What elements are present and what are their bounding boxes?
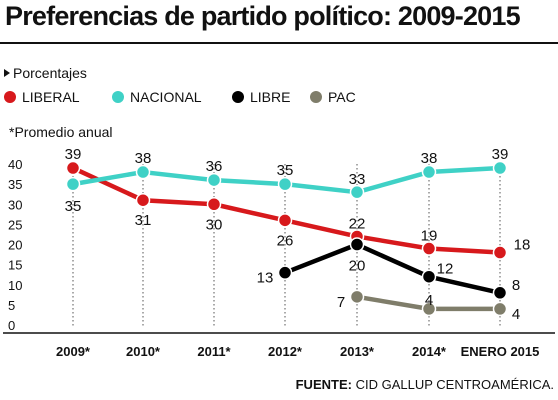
data-point-liberal	[277, 213, 293, 228]
y-tick-label: 20	[8, 238, 22, 253]
units-label-text: Porcentajes	[13, 65, 87, 81]
data-label-liberal: 19	[421, 228, 438, 245]
data-point-nacional	[65, 176, 81, 192]
x-tick-label: 2012*	[268, 344, 303, 359]
legend-label-nacional: NACIONAL	[130, 89, 202, 105]
y-tick-label: 35	[8, 177, 22, 192]
x-tick-label: 2009*	[56, 344, 91, 359]
series-line-libre	[282, 242, 503, 296]
legend-label-pac: PAC	[328, 89, 356, 105]
data-label-nacional: 38	[135, 150, 152, 167]
title-divider	[0, 42, 558, 44]
data-label-liberal: 30	[206, 216, 223, 233]
chart-title: Preferencias de partido político: 2009-2…	[5, 1, 521, 31]
y-tick-label: 15	[8, 258, 22, 273]
data-point-libre	[277, 265, 293, 280]
y-tick-label: 10	[8, 278, 22, 293]
legend-item-nacional: NACIONAL	[112, 89, 232, 105]
data-point-nacional	[277, 176, 293, 192]
data-label-liberal: 31	[135, 212, 152, 229]
x-tick-label: 2013*	[340, 344, 375, 359]
annual-average-note: *Promedio anual	[9, 124, 113, 140]
data-point-nacional	[421, 164, 437, 180]
x-tick-label: ENERO 2015	[461, 344, 540, 359]
legend-label-libre: LIBRE	[250, 89, 291, 105]
data-point-nacional	[492, 160, 508, 176]
data-label-nacional: 33	[349, 171, 366, 188]
y-tick-label: 40	[8, 157, 22, 172]
data-label-libre: 20	[349, 258, 366, 275]
data-point-nacional	[206, 172, 222, 188]
y-tick-label: 30	[8, 197, 22, 212]
legend: LIBERAL NACIONAL LIBRE PAC	[4, 89, 356, 105]
triangle-bullet-icon	[4, 69, 10, 77]
data-label-liberal: 22	[349, 215, 366, 232]
source-label: FUENTE:	[295, 377, 352, 392]
data-point-libre	[349, 237, 365, 252]
source-credit: FUENTE: CID GALLUP CENTROAMÉRICA.	[296, 377, 554, 392]
legend-marker-libre	[232, 91, 244, 103]
data-point-liberal	[492, 245, 508, 260]
x-tick-label: 2014*	[412, 344, 447, 359]
data-label-nacional: 36	[206, 158, 223, 175]
data-point-liberal	[135, 192, 151, 208]
data-label-pac: 4	[425, 292, 433, 309]
data-label-nacional: 38	[421, 150, 438, 167]
data-label-pac: 7	[337, 294, 345, 311]
x-tick-label: 2010*	[126, 344, 161, 359]
data-label-liberal: 39	[65, 146, 82, 163]
legend-label-liberal: LIBERAL	[22, 89, 80, 105]
y-tick-label: 5	[8, 298, 15, 313]
data-point-pac	[421, 301, 437, 317]
data-label-nacional: 35	[277, 162, 294, 179]
data-point-liberal	[206, 197, 222, 212]
legend-item-liberal: LIBERAL	[4, 89, 112, 105]
y-tick-label: 0	[8, 318, 15, 333]
data-label-libre: 13	[257, 270, 274, 287]
data-point-pac	[492, 301, 508, 317]
data-label-libre: 12	[437, 261, 454, 278]
data-label-liberal: 26	[277, 232, 294, 249]
legend-item-libre: LIBRE	[232, 89, 310, 105]
data-label-liberal: 18	[514, 237, 531, 254]
data-point-nacional	[135, 164, 151, 180]
data-point-liberal	[65, 160, 81, 176]
units-label: Porcentajes	[4, 65, 87, 81]
data-point-libre	[492, 285, 508, 301]
x-tick-label: 2011*	[197, 344, 231, 359]
data-label-nacional: 39	[492, 146, 509, 163]
legend-marker-pac	[310, 91, 322, 103]
source-text: CID GALLUP CENTROAMÉRICA.	[355, 377, 554, 392]
legend-marker-nacional	[112, 91, 124, 103]
legend-item-pac: PAC	[310, 89, 356, 105]
data-point-pac	[349, 289, 365, 305]
data-point-libre	[421, 269, 437, 284]
data-point-liberal	[421, 241, 437, 256]
y-tick-label: 25	[8, 217, 22, 232]
data-label-nacional: 35	[65, 198, 82, 215]
data-point-nacional	[349, 184, 365, 200]
data-label-pac: 4	[512, 306, 520, 323]
legend-marker-liberal	[4, 91, 16, 103]
data-label-libre: 8	[512, 277, 520, 294]
